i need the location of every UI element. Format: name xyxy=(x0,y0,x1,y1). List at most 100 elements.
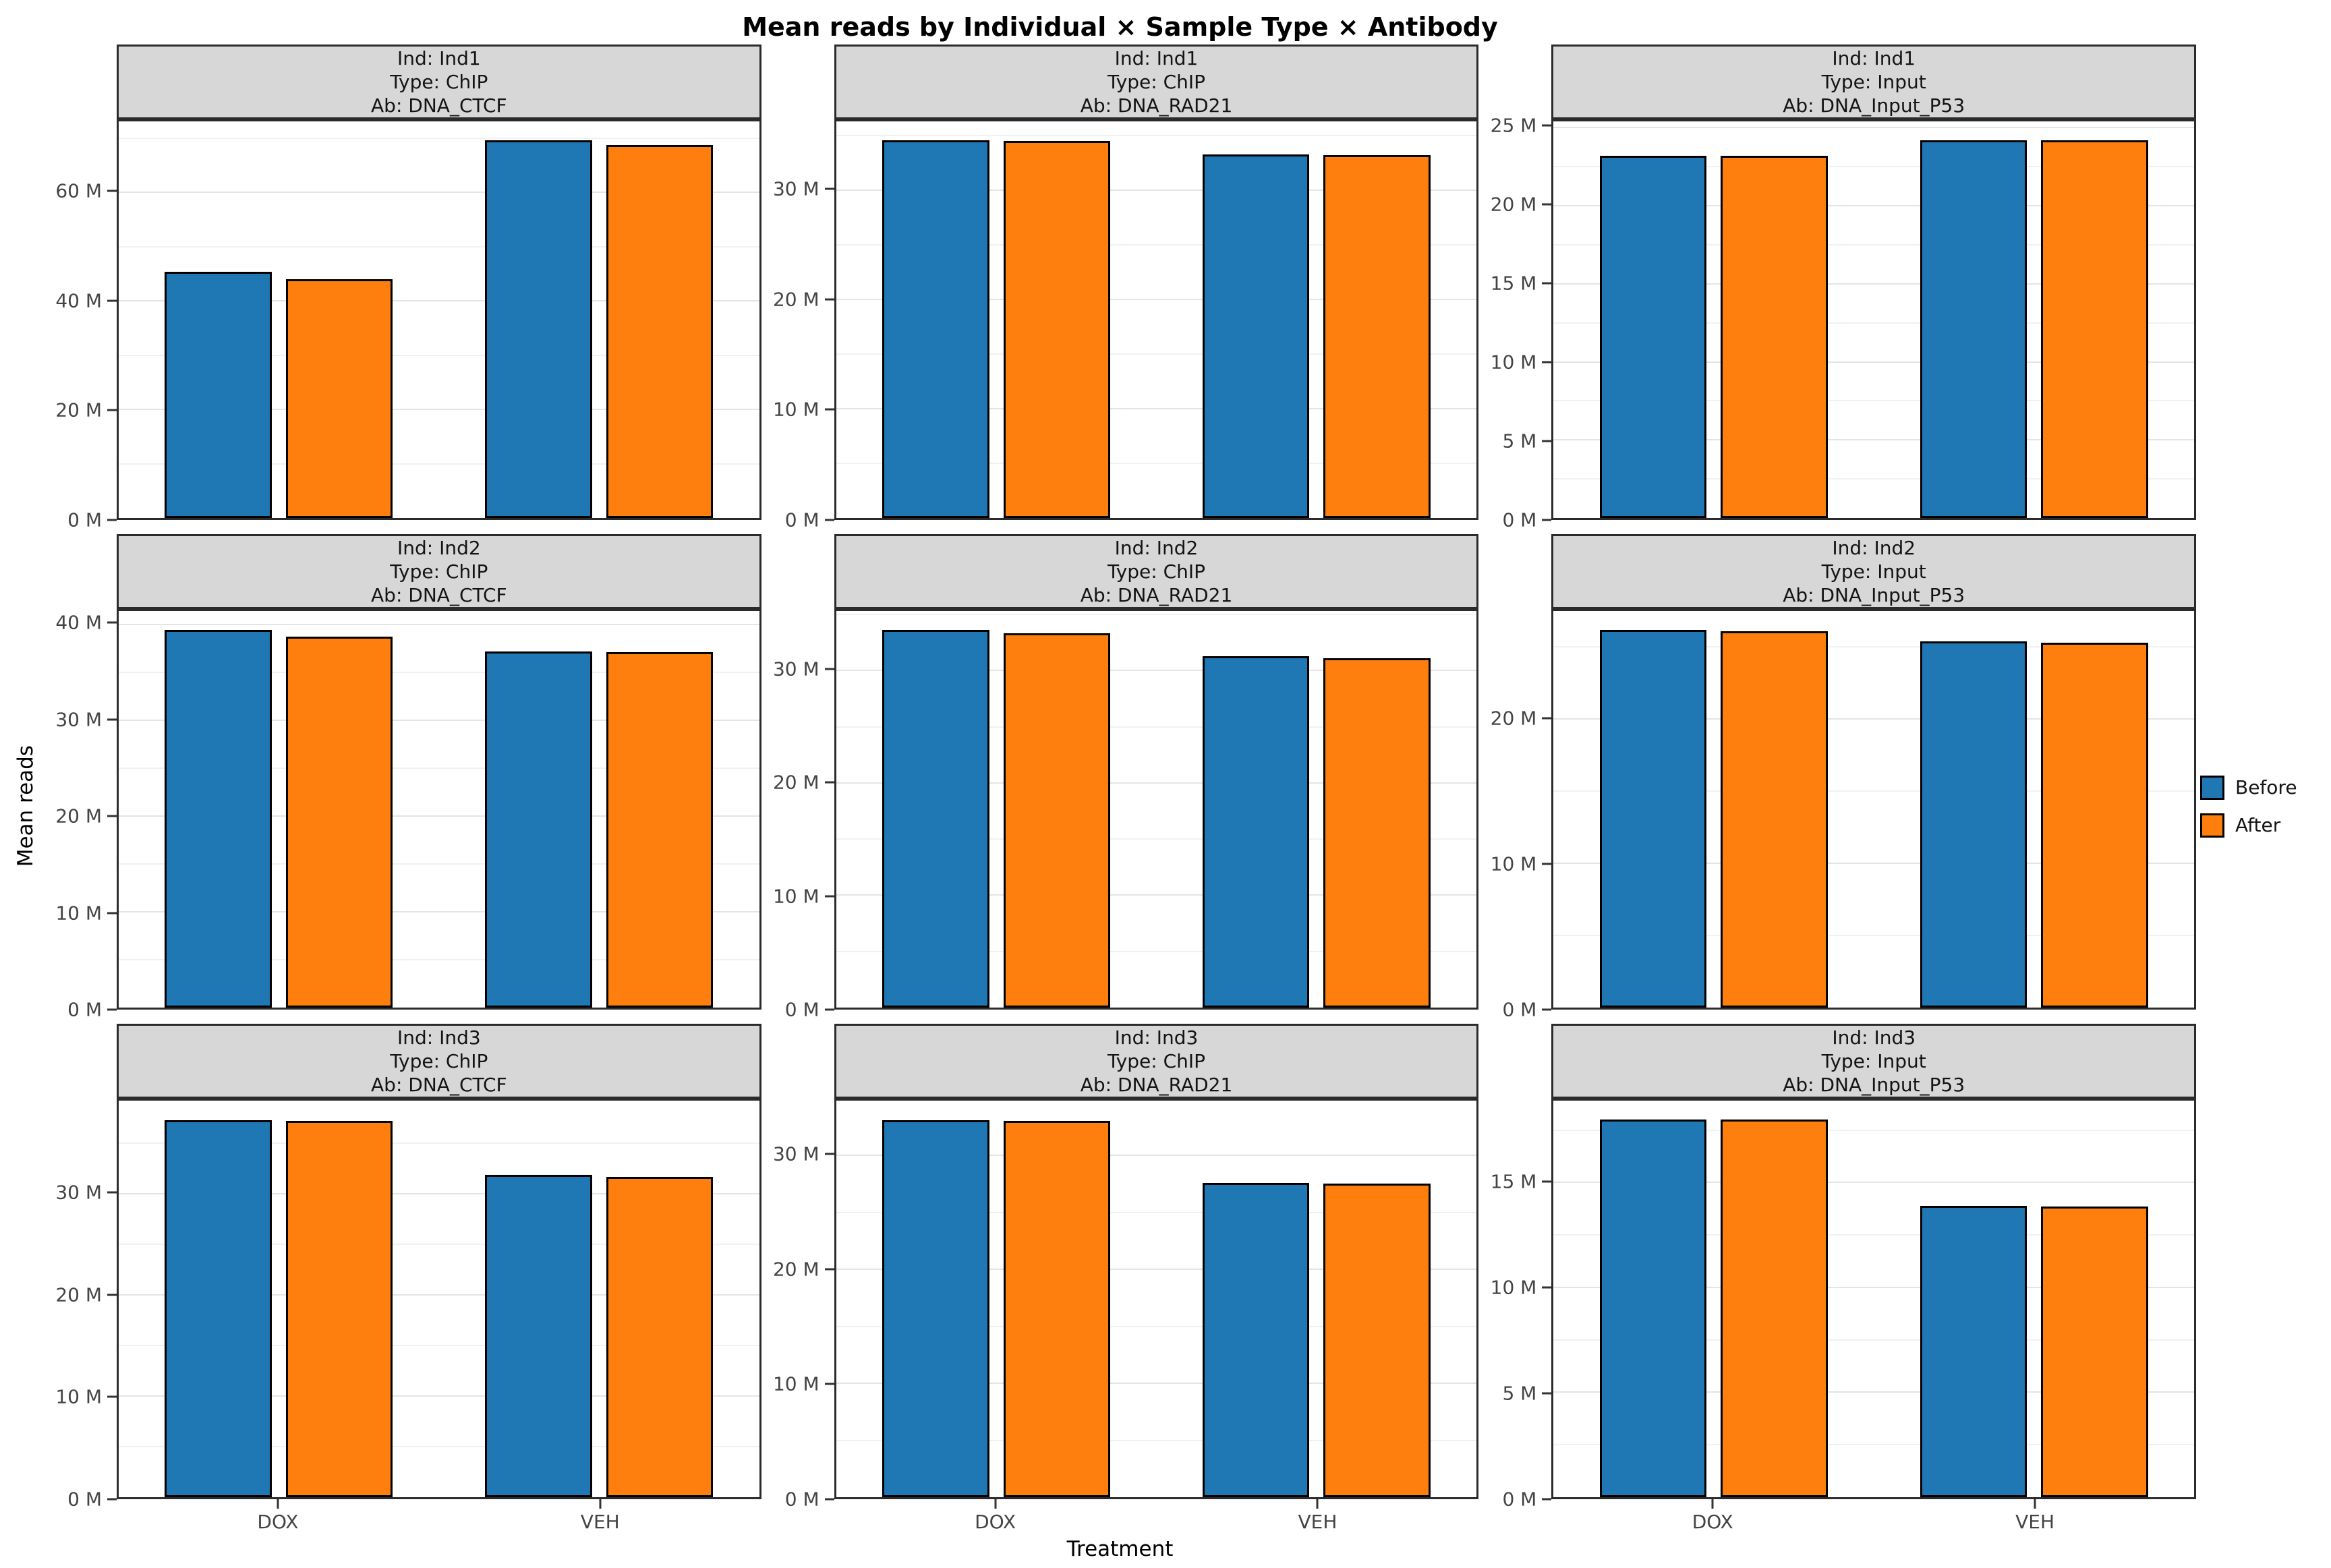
facet-strip-line: Type: ChIP xyxy=(1107,71,1206,93)
gridline-minor xyxy=(1553,478,2195,480)
gridline-major xyxy=(1553,283,2195,285)
gridline-minor xyxy=(1553,322,2195,324)
bar-dox-before xyxy=(882,1120,989,1497)
gridline-major xyxy=(119,1395,759,1397)
facet-row: Ind: Ind3 Type: ChIP Ab: DNA_CTCF 0 M 10 M 20… xyxy=(44,1024,2197,1511)
y-tick-label: 15 M xyxy=(1490,1170,1537,1193)
facet-strip: Ind: Ind3 Type: ChIP Ab: DNA_CTCF xyxy=(117,1024,761,1099)
plot-body: Mean reads Ind: Ind1 Type: ChIP Ab: DNA_CT… xyxy=(7,45,2324,1568)
y-tick-label: 0 M xyxy=(1502,1488,1537,1511)
bar-dox-before xyxy=(165,271,272,518)
x-tick-label: VEH xyxy=(1298,1511,1337,1533)
facet-panel xyxy=(834,1099,1479,1499)
legend-key-after-swatch xyxy=(2200,813,2224,838)
gridline-minor xyxy=(119,959,759,960)
gridline-minor xyxy=(1553,400,2195,402)
y-tick-label: 20 M xyxy=(772,1258,819,1281)
y-tick-label: 10 M xyxy=(1490,351,1537,374)
gridline-major xyxy=(1553,1391,2195,1393)
gridline-major xyxy=(836,894,1477,896)
title-spacer-left xyxy=(7,9,44,45)
facet-strip-line: Ab: DNA_RAD21 xyxy=(1080,94,1233,117)
bar-veh-after xyxy=(2041,643,2148,1008)
gridline-major xyxy=(119,300,759,302)
bar-veh-after xyxy=(606,1176,714,1497)
y-tick-label: 20 M xyxy=(55,805,102,827)
y-tick-label: 10 M xyxy=(1490,852,1537,875)
y-tick-label: 20 M xyxy=(772,771,819,794)
facet-strip-line: Ind: Ind2 xyxy=(1114,537,1199,559)
y-tick-label: 20 M xyxy=(772,288,819,311)
x-axis-title: Treatment xyxy=(1066,1537,1174,1561)
facet-strip-line: Ab: DNA_Input_P53 xyxy=(1783,1074,1965,1096)
gridline-major xyxy=(119,815,759,817)
x-axis-column: DOX VEH xyxy=(1478,1499,2196,1534)
bar-dox-after xyxy=(1721,155,1828,518)
y-tick-label: 60 M xyxy=(55,179,102,202)
x-axis-row: DOX VEH DOX VEH DOX VEH xyxy=(44,1499,2196,1534)
title-spacer-right xyxy=(2196,9,2324,45)
facet-panel xyxy=(834,609,1479,1010)
gridline-minor xyxy=(119,137,759,139)
y-tick-mark xyxy=(1542,1392,1552,1395)
y-tick-mark xyxy=(1542,361,1552,364)
bar-veh-after xyxy=(1323,658,1431,1008)
x-tick-mark xyxy=(277,1499,279,1509)
x-tick-label: VEH xyxy=(580,1511,620,1533)
y-axis-gutter: 0 M 20 M 40 M 60 M xyxy=(44,119,117,531)
y-tick-label: 5 M xyxy=(1502,430,1537,453)
y-tick-mark xyxy=(107,519,117,521)
gridline-minor xyxy=(836,244,1477,246)
y-tick-mark xyxy=(107,1191,117,1194)
facet-strip-line: Ab: DNA_CTCF xyxy=(371,94,507,117)
gridline-major xyxy=(119,719,759,721)
y-tick-mark xyxy=(1542,1008,1552,1011)
gridline-minor xyxy=(836,1325,1477,1327)
gridline-minor xyxy=(119,1244,759,1245)
gridline-minor xyxy=(119,463,759,465)
bar-dox-after xyxy=(1721,1120,1828,1497)
gridline-minor xyxy=(119,1142,759,1144)
y-axis-title-column: Mean reads xyxy=(7,45,44,1568)
bar-veh-after xyxy=(606,652,714,1008)
y-tick-label: 30 M xyxy=(55,1181,102,1204)
y-tick-mark xyxy=(824,895,834,898)
y-tick-mark xyxy=(824,1153,834,1155)
facet-panel xyxy=(834,119,1479,520)
gridline-major xyxy=(836,408,1477,410)
facet-strip-line: Ind: Ind1 xyxy=(1832,47,1916,69)
y-tick-mark xyxy=(1542,203,1552,206)
x-tick-mark xyxy=(1711,1499,1714,1509)
facet-strip: Ind: Ind1 Type: ChIP Ab: DNA_CTCF xyxy=(117,45,761,119)
facet-strip-line: Ind: Ind3 xyxy=(397,1026,481,1049)
y-axis-gutter: 0 M 10 M 20 M 30 M xyxy=(44,1099,117,1511)
bar-veh-before xyxy=(1202,656,1310,1008)
y-tick-label: 25 M xyxy=(1490,114,1537,137)
gridline-minor xyxy=(1553,646,2195,648)
facet-strip: Ind: Ind2 Type: ChIP Ab: DNA_CTCF xyxy=(117,534,761,609)
y-tick-mark xyxy=(824,519,834,521)
facet-strip-line: Type: ChIP xyxy=(390,71,488,93)
gridline-major xyxy=(1553,1286,2195,1288)
y-axis-gutter: 0 M 5 M 10 M 15 M 20 M 25 M xyxy=(1478,115,1552,531)
y-axis-gutter: 0 M 10 M 20 M 30 M xyxy=(761,119,834,531)
x-axis-column: DOX VEH xyxy=(761,1499,1479,1534)
gridline-major xyxy=(836,1383,1477,1385)
bar-dox-after xyxy=(1003,1121,1111,1497)
facet-panel xyxy=(1551,609,2197,1010)
facet-strip-line: Type: Input xyxy=(1821,71,1926,93)
facet-cell: Ind: Ind1 Type: ChIP Ab: DNA_RAD21 0 M 10 M 2… xyxy=(761,45,1479,531)
y-tick-mark xyxy=(824,668,834,670)
bar-dox-before xyxy=(882,630,989,1008)
gridline-major xyxy=(836,1155,1477,1157)
bar-dox-before xyxy=(1599,629,1707,1008)
gridline-minor xyxy=(119,767,759,769)
bar-veh-after xyxy=(2041,1207,2148,1497)
y-tick-mark xyxy=(1542,717,1552,720)
y-tick-mark xyxy=(1542,1498,1552,1501)
facet-panel xyxy=(117,609,761,1010)
facet-strip: Ind: Ind3 Type: ChIP Ab: DNA_RAD21 xyxy=(834,1024,1479,1099)
x-axis-area: DOX VEH xyxy=(1551,1499,2196,1534)
x-tick-mark xyxy=(994,1499,997,1509)
